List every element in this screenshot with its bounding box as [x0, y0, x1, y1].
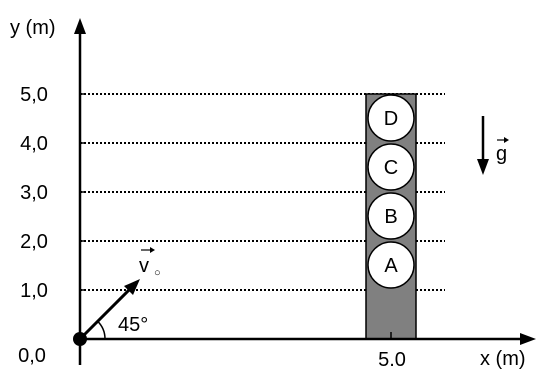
velocity-arrowhead — [124, 279, 140, 295]
circle-c — [367, 143, 415, 191]
origin-label: 0,0 — [18, 345, 46, 367]
circle-d-label: D — [384, 108, 398, 130]
circle-d — [367, 94, 415, 142]
y-axis — [74, 18, 86, 365]
gravity-label: g — [496, 137, 509, 165]
circle-b-label: B — [384, 206, 397, 228]
velocity-symbol: v — [139, 255, 149, 277]
x-tick-label: 5.0 — [378, 349, 406, 371]
velocity-label: v ○ — [139, 247, 161, 279]
y-tick-label-5: 5,0 — [20, 84, 48, 106]
circle-a-label: A — [384, 255, 398, 277]
angle-arc — [97, 320, 106, 340]
circle-c-label: C — [384, 157, 398, 179]
gravity-symbol: g — [496, 143, 507, 165]
x-axis — [80, 332, 536, 345]
y-axis-label: y (m) — [10, 17, 56, 39]
velocity-subscript: ○ — [154, 267, 161, 279]
gravity-label-arrow-icon — [504, 137, 509, 143]
velocity-vector — [78, 279, 140, 341]
y-tick-label-3: 3,0 — [20, 182, 48, 204]
circle-b — [367, 192, 415, 240]
circle-a — [367, 241, 415, 289]
y-tick-label-4: 4,0 — [20, 133, 48, 155]
y-axis-arrowhead — [74, 18, 86, 34]
angle-label: 45° — [118, 314, 148, 336]
y-tick-label-2: 2,0 — [20, 231, 48, 253]
x-axis-arrowhead — [520, 333, 536, 345]
gravity-arrowhead — [477, 159, 489, 175]
velocity-label-arrow-icon — [150, 247, 155, 253]
tower-circles: A B C D — [367, 94, 415, 289]
x-axis-label: x (m) — [480, 348, 526, 370]
gravity-vector — [477, 116, 489, 175]
y-tick-label-1: 1,0 — [20, 280, 48, 302]
